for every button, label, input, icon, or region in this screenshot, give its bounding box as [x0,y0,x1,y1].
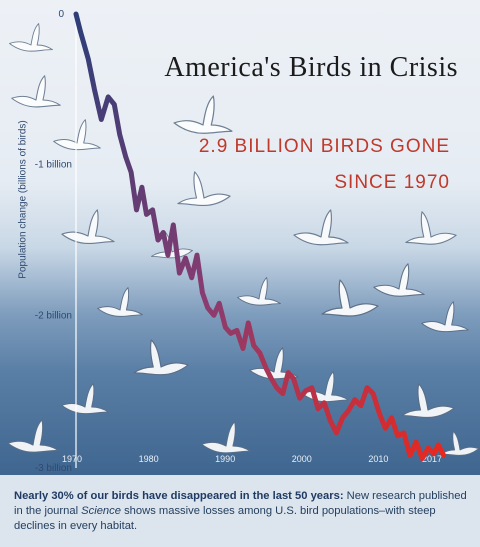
subtitle-line-1: 2.9 BILLION BIRDS GONE [198,136,450,157]
chart-svg: 0 -1 billion -2 billion -3 billion 1970 1980… [7,9,480,474]
bird-silhouette [293,209,349,246]
bird-silhouette [321,279,379,317]
y-tick-label: 0 [58,9,64,20]
bird-silhouette [237,277,281,306]
population-line [73,11,447,461]
bird-silhouettes [7,23,480,456]
x-tick-label: 1990 [215,454,235,464]
bird-silhouette [97,287,143,317]
bird-silhouette [61,209,115,245]
subtitle-line-2: SINCE 1970 [334,172,450,193]
bird-silhouette [440,430,480,456]
bird-silhouette [173,95,233,134]
bird-silhouette [7,419,59,453]
chart-area: 0 -1 billion -2 billion -3 billion 1970 1980… [0,0,480,475]
y-tick-labels: 0 -1 billion -2 billion -3 billion [35,9,72,474]
bird-silhouette [61,383,109,415]
x-tick-label: 2000 [292,454,312,464]
x-tick-label: 2010 [368,454,388,464]
y-tick-label: -3 billion [35,463,72,474]
bird-silhouette [405,211,457,245]
x-tick-labels: 1970 1980 1990 2000 2010 2017 [62,454,442,464]
x-tick-label: 1970 [62,454,82,464]
x-tick-label: 2017 [422,454,442,464]
bird-silhouette [201,421,251,454]
y-tick-label: -2 billion [35,310,72,321]
caption-italic: Science [81,505,121,517]
x-tick-label: 1980 [139,454,159,464]
bird-silhouette [421,301,469,333]
caption-text-2: shows massive losses among U.S. bird pop… [14,505,436,532]
bird-silhouette [9,23,53,52]
bird-silhouette [133,339,189,376]
y-axis-label: Population change (billions of birds) [17,120,29,279]
bird-silhouette [53,119,101,151]
chart-title: America's Birds in Crisis [164,52,458,83]
y-tick-label: -1 billion [35,160,72,171]
caption-text-1: New research published in the journal [14,490,467,517]
caption: Nearly 30% of our birds have disappeared… [0,475,480,547]
bird-silhouette [401,383,455,419]
caption-bold: Nearly 30% of our birds have disappeared… [14,490,344,502]
bird-silhouette [373,263,425,297]
